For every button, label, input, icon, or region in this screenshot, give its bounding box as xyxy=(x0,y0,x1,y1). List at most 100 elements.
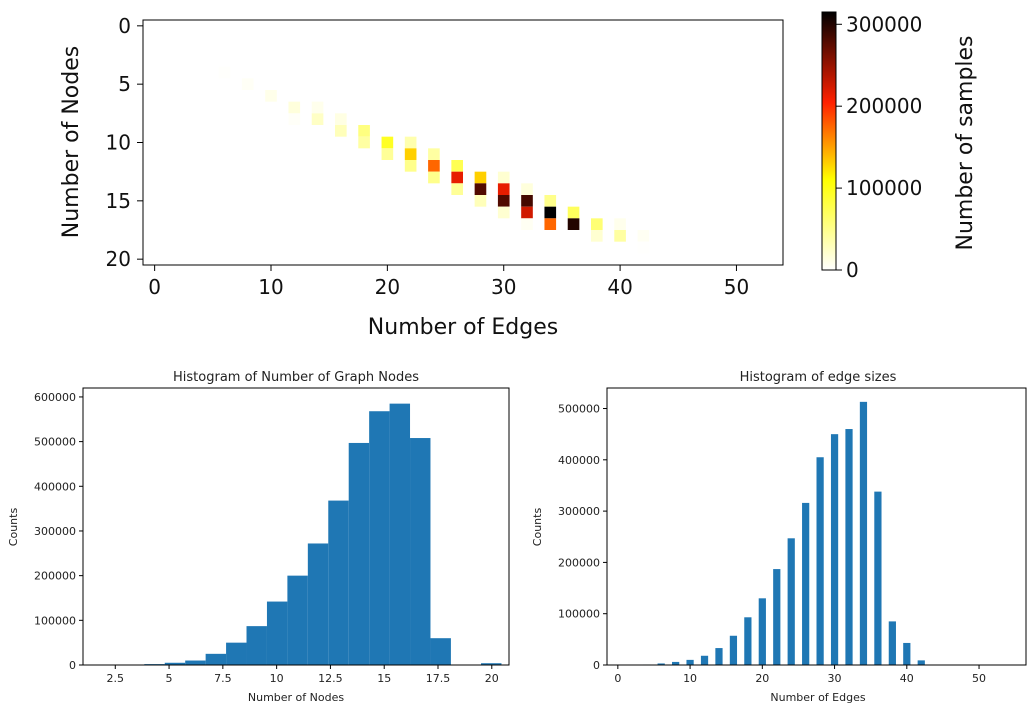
histogram-bar xyxy=(266,601,288,665)
histogram-bar xyxy=(859,401,868,665)
heatmap-cell xyxy=(335,125,347,137)
x-tick-label: 5 xyxy=(166,672,173,685)
heatmap-cell xyxy=(567,206,580,219)
heatmap-cell xyxy=(521,183,533,195)
histogram-bar xyxy=(657,663,665,665)
y-tick-label: 400000 xyxy=(34,480,76,493)
heatmap-x-ticks: 0 10 20 30 40 50 xyxy=(148,265,749,299)
x-tick-label: 15 xyxy=(377,672,391,685)
heatmap-cell xyxy=(544,206,557,219)
heatmap-x-tick-label: 30 xyxy=(491,275,516,299)
heatmap-cell xyxy=(474,171,487,184)
node-histogram-frame xyxy=(82,387,510,666)
histogram-bar xyxy=(802,502,810,665)
histogram-bar xyxy=(164,662,186,665)
heatmap-cell xyxy=(335,113,347,125)
heatmap-cell xyxy=(451,183,463,195)
heatmap-y-tick-label: 20 xyxy=(106,247,131,271)
y-tick-label: 500000 xyxy=(34,436,76,449)
heatmap-cell xyxy=(614,230,626,242)
edge-histogram-x-ticks: 0 10 20 30 40 50 xyxy=(614,665,986,685)
heatmap-cell xyxy=(404,136,417,149)
heatmap-cell xyxy=(218,66,231,79)
node-histogram-panel: Histogram of Number of Graph Nodes 2.5 5 7… xyxy=(7,370,510,704)
node-histogram-y-ticks: 0 100000 200000 300000 400000 500000 600000 xyxy=(34,391,83,672)
histogram-bar xyxy=(389,403,411,665)
histogram-bar xyxy=(348,442,370,665)
node-histogram-bars xyxy=(144,403,502,665)
heatmap-cell xyxy=(428,160,440,172)
edge-histogram-x-label: Number of Edges xyxy=(770,691,865,704)
heatmap-cell xyxy=(567,218,580,230)
histogram-bar xyxy=(307,543,329,665)
heatmap-cell xyxy=(591,230,603,242)
heatmap-cell xyxy=(614,218,626,230)
heatmap-cell xyxy=(544,218,557,230)
y-tick-label: 300000 xyxy=(34,525,76,538)
heatmap-cell xyxy=(497,206,510,219)
colorbar-tick-label: 300000 xyxy=(846,12,922,36)
heatmap-cell xyxy=(241,78,254,90)
edge-histogram-frame xyxy=(606,387,1027,666)
heatmap-cell xyxy=(311,101,324,114)
heatmap-cell xyxy=(404,160,417,172)
x-tick-label: 10 xyxy=(270,672,284,685)
heatmap-cell xyxy=(428,148,440,160)
heatmap-cell xyxy=(428,171,440,184)
y-tick-label: 0 xyxy=(69,659,76,672)
heatmap-cell xyxy=(497,171,510,184)
histogram-bar xyxy=(845,429,853,665)
histogram-bar xyxy=(787,538,795,665)
histogram-bar xyxy=(773,569,781,665)
heatmap-cell xyxy=(288,101,301,114)
heatmap-cell xyxy=(474,183,487,195)
edge-histogram-panel: Histogram of edge sizes 0 10 20 30 40 50 0 100… xyxy=(531,370,1027,704)
y-tick-label: 200000 xyxy=(558,556,600,569)
colorbar-label: Number of samples xyxy=(953,35,978,250)
heatmap-cell xyxy=(497,183,510,195)
heatmap-cell xyxy=(288,113,301,125)
histogram-bar xyxy=(481,663,502,665)
x-tick-label: 0 xyxy=(614,672,621,685)
y-tick-label: 200000 xyxy=(34,570,76,583)
x-tick-label: 40 xyxy=(900,672,914,685)
heatmap-cell xyxy=(358,125,370,137)
edge-histogram-title: Histogram of edge sizes xyxy=(740,370,897,385)
node-histogram-x-ticks: 2.5 5 7.5 10 12.5 15 17.5 20 xyxy=(107,665,499,685)
heatmap-cell xyxy=(521,195,533,207)
heatmap-y-ticks: 0 5 10 15 20 xyxy=(106,14,143,271)
heatmap-y-tick-label: 5 xyxy=(118,72,131,96)
histogram-bar xyxy=(758,598,766,665)
y-tick-label: 300000 xyxy=(558,505,600,518)
heatmap-y-tick-label: 0 xyxy=(118,14,131,38)
histogram-bar xyxy=(410,438,431,665)
heatmap-cell xyxy=(311,113,324,125)
histogram-bar xyxy=(903,642,911,665)
heatmap-x-axis-label: Number of Edges xyxy=(368,315,558,340)
y-tick-label: 600000 xyxy=(34,391,76,404)
heatmap-x-tick-label: 0 xyxy=(148,275,161,299)
histogram-bar xyxy=(205,653,227,665)
histogram-bar xyxy=(226,642,247,665)
colorbar: 0 100000 200000 300000 Number of samples xyxy=(821,11,978,282)
edge-histogram-y-label: Counts xyxy=(531,508,544,547)
x-tick-label: 2.5 xyxy=(107,672,125,685)
node-histogram-y-label: Counts xyxy=(7,508,20,547)
histogram-bar xyxy=(744,617,752,665)
y-tick-label: 100000 xyxy=(558,608,600,621)
heatmap-cell xyxy=(637,230,650,242)
histogram-bar xyxy=(816,457,824,665)
histogram-bar xyxy=(715,648,723,665)
histogram-bar xyxy=(328,500,349,665)
edge-histogram-y-ticks: 0 100000 200000 300000 400000 500000 xyxy=(558,403,607,672)
y-tick-label: 400000 xyxy=(558,454,600,467)
histogram-bar xyxy=(874,491,882,665)
x-tick-label: 12.5 xyxy=(318,672,343,685)
y-tick-label: 0 xyxy=(593,659,600,672)
y-tick-label: 500000 xyxy=(558,403,600,416)
heatmap-x-tick-label: 10 xyxy=(258,275,283,299)
x-tick-label: 7.5 xyxy=(214,672,232,685)
histogram-bar xyxy=(672,661,680,665)
heatmap-cell xyxy=(358,136,370,149)
colorbar-ticks: 0 100000 200000 300000 xyxy=(836,12,922,282)
